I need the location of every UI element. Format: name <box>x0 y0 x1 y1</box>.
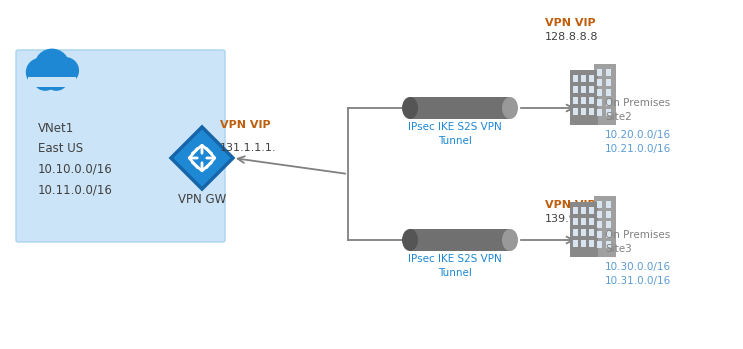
Circle shape <box>27 59 53 86</box>
Bar <box>597 99 602 106</box>
Text: VPN VIP: VPN VIP <box>545 200 596 210</box>
Bar <box>589 229 594 236</box>
Bar <box>597 109 602 116</box>
Circle shape <box>53 58 78 83</box>
Text: 10.30.0.0/16
10.31.0.0/16: 10.30.0.0/16 10.31.0.0/16 <box>605 262 671 286</box>
Bar <box>410 229 510 251</box>
Text: VPN VIP: VPN VIP <box>220 120 270 130</box>
Text: 131.1.1.1.: 131.1.1.1. <box>220 143 276 153</box>
Bar <box>589 97 594 104</box>
Bar <box>606 211 611 218</box>
Circle shape <box>33 66 57 90</box>
Bar <box>581 218 586 225</box>
Bar <box>606 231 611 238</box>
Bar <box>581 229 586 236</box>
Bar <box>573 218 578 225</box>
Bar <box>570 70 598 125</box>
Bar <box>606 241 611 248</box>
Bar <box>597 241 602 248</box>
Text: 139.9.9.9: 139.9.9.9 <box>545 214 598 224</box>
Bar <box>573 97 578 104</box>
Bar <box>606 221 611 228</box>
Bar <box>581 240 586 247</box>
Text: IPsec IKE S2S VPN
Tunnel: IPsec IKE S2S VPN Tunnel <box>408 122 502 146</box>
Ellipse shape <box>502 229 518 251</box>
Bar <box>581 207 586 214</box>
Bar <box>570 202 598 257</box>
Bar <box>410 97 510 119</box>
Bar <box>589 240 594 247</box>
Bar <box>606 109 611 116</box>
Bar <box>573 207 578 214</box>
FancyBboxPatch shape <box>16 50 225 242</box>
Text: 128.8.8.8: 128.8.8.8 <box>545 32 599 42</box>
Text: 10.20.0.0/16
10.21.0.0/16: 10.20.0.0/16 10.21.0.0/16 <box>605 130 671 154</box>
Bar <box>589 86 594 93</box>
Bar <box>573 240 578 247</box>
Polygon shape <box>171 127 233 189</box>
Ellipse shape <box>502 97 518 119</box>
Bar <box>606 99 611 106</box>
Text: VNet1
East US
10.10.0.0/16
10.11.0.0/16: VNet1 East US 10.10.0.0/16 10.11.0.0/16 <box>38 122 113 196</box>
Bar <box>581 75 586 82</box>
Ellipse shape <box>402 97 418 119</box>
Bar <box>573 108 578 115</box>
Bar <box>606 69 611 76</box>
Bar <box>594 196 616 257</box>
Bar <box>581 86 586 93</box>
Text: On Premises
Site2: On Premises Site2 <box>605 98 670 122</box>
Bar <box>589 75 594 82</box>
Bar <box>597 201 602 208</box>
Text: VPN GW: VPN GW <box>178 193 226 206</box>
Bar <box>589 218 594 225</box>
Ellipse shape <box>402 229 418 251</box>
Bar <box>606 201 611 208</box>
Bar <box>573 86 578 93</box>
Bar <box>597 231 602 238</box>
Bar <box>597 79 602 86</box>
Bar <box>573 229 578 236</box>
Bar <box>589 108 594 115</box>
Text: On Premises
Site3: On Premises Site3 <box>605 230 670 254</box>
Circle shape <box>45 66 68 90</box>
Bar <box>606 89 611 96</box>
Text: IPsec IKE S2S VPN
Tunnel: IPsec IKE S2S VPN Tunnel <box>408 254 502 278</box>
Bar <box>573 75 578 82</box>
Text: VPN VIP: VPN VIP <box>545 18 596 28</box>
Bar <box>581 108 586 115</box>
Circle shape <box>35 49 69 83</box>
Bar <box>28 76 76 87</box>
Bar <box>597 89 602 96</box>
Bar <box>597 69 602 76</box>
Bar <box>581 97 586 104</box>
Bar <box>597 211 602 218</box>
Bar <box>597 221 602 228</box>
Bar <box>594 64 616 125</box>
Bar <box>589 207 594 214</box>
Bar <box>606 79 611 86</box>
